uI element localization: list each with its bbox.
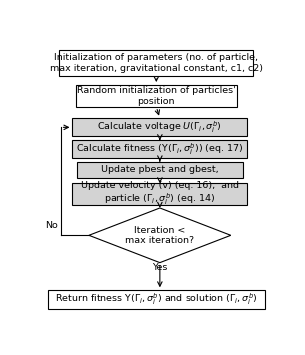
Text: Update pbest and gbest,: Update pbest and gbest,	[101, 165, 219, 174]
Text: Update velocity (v) (eq. 16),  and
particle $(\Gamma_i, \sigma_i^b)$ (eq. 14): Update velocity (v) (eq. 16), and partic…	[81, 181, 239, 207]
FancyBboxPatch shape	[72, 184, 247, 205]
Polygon shape	[89, 208, 231, 263]
FancyBboxPatch shape	[48, 290, 265, 309]
Text: Initialization of parameters (no. of particle,
max iteration, gravitational cons: Initialization of parameters (no. of par…	[50, 53, 263, 73]
Text: Iteration <
max iteration?: Iteration < max iteration?	[125, 226, 194, 245]
Text: No: No	[45, 221, 58, 230]
Text: Calculate voltage $U(\Gamma_i, \sigma_i^b)$: Calculate voltage $U(\Gamma_i, \sigma_i^…	[98, 120, 222, 135]
Text: Random initialization of particles'
position: Random initialization of particles' posi…	[77, 86, 236, 105]
Text: Return fitness $\Upsilon(\Gamma_i, \sigma_i^b)$ and solution $(\Gamma_i, \sigma_: Return fitness $\Upsilon(\Gamma_i, \sigm…	[55, 292, 257, 307]
Text: Calculate fitness $(\Upsilon(\Gamma_i, \sigma_i^b))$ (eq. 17): Calculate fitness $(\Upsilon(\Gamma_i, \…	[76, 142, 244, 157]
FancyBboxPatch shape	[72, 119, 247, 136]
FancyBboxPatch shape	[76, 85, 237, 107]
FancyBboxPatch shape	[59, 50, 253, 76]
Text: Yes: Yes	[152, 263, 167, 272]
FancyBboxPatch shape	[77, 162, 242, 178]
FancyBboxPatch shape	[72, 140, 247, 158]
